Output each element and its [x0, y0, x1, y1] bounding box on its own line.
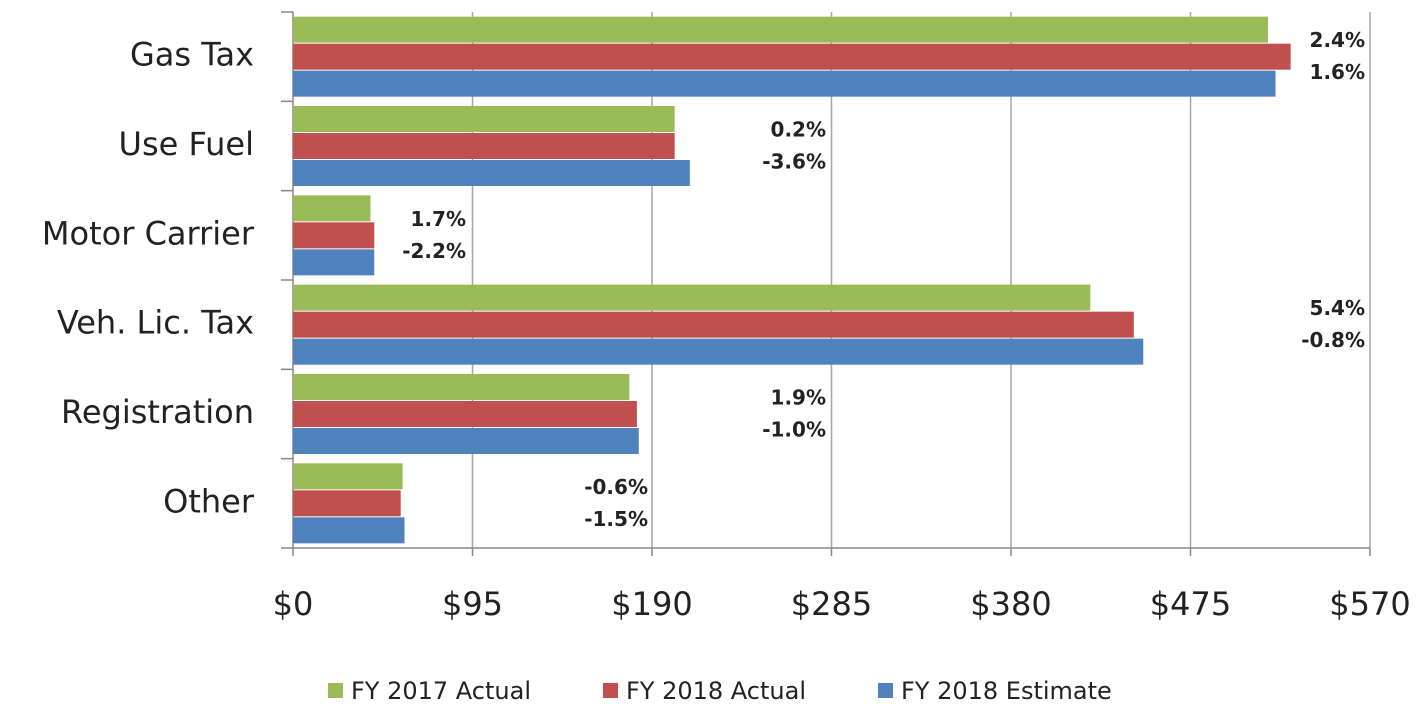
category-label: Other: [163, 482, 255, 520]
bar: [293, 106, 675, 132]
category-label: Use Fuel: [119, 125, 254, 163]
bar: [293, 284, 1091, 311]
annotation: 2.4%: [1310, 28, 1365, 52]
legend-label: FY 2017 Actual: [351, 677, 531, 705]
annotation: 1.9%: [771, 386, 826, 410]
category-label: Motor Carrier: [42, 214, 255, 252]
category-label: Registration: [61, 393, 254, 431]
annotation: 0.2%: [771, 118, 826, 142]
x-tick-label: $285: [791, 585, 872, 623]
legend-label: FY 2018 Actual: [626, 677, 806, 705]
legend-swatch: [328, 683, 343, 698]
bar: [293, 311, 1134, 338]
annotation: -1.0%: [762, 418, 826, 442]
legend-label: FY 2018 Estimate: [901, 677, 1112, 705]
annotation: -0.8%: [1301, 328, 1365, 352]
legend-swatch: [603, 683, 618, 698]
bar: [293, 517, 405, 544]
bar: [293, 490, 401, 517]
bar: [293, 222, 375, 249]
bar: [293, 195, 371, 222]
x-tick-label: $0: [273, 585, 314, 623]
annotation: 1.7%: [411, 207, 466, 231]
bar: [293, 16, 1268, 43]
bar: [293, 374, 630, 400]
bar: [293, 463, 403, 490]
annotation: -1.5%: [584, 507, 648, 531]
category-label: Veh. Lic. Tax: [57, 304, 254, 342]
annotation: -0.6%: [584, 475, 648, 499]
annotation: -2.2%: [402, 239, 466, 263]
x-tick-label: $380: [970, 585, 1051, 623]
annotation: 1.6%: [1310, 60, 1365, 84]
bar: [293, 160, 690, 186]
x-tick-label: $190: [611, 585, 692, 623]
legend-swatch: [878, 683, 893, 698]
bar: [293, 249, 375, 276]
x-tick-label: $570: [1329, 585, 1410, 623]
bar: [293, 70, 1276, 97]
bar: [293, 133, 675, 159]
bar: [293, 401, 637, 427]
bar: [293, 338, 1144, 365]
bar: [293, 43, 1291, 70]
bar: [293, 428, 639, 454]
annotation: 5.4%: [1310, 296, 1365, 320]
annotation: -3.6%: [762, 150, 826, 174]
category-label: Gas Tax: [130, 36, 254, 74]
x-tick-label: $475: [1150, 585, 1231, 623]
x-tick-label: $95: [442, 585, 503, 623]
